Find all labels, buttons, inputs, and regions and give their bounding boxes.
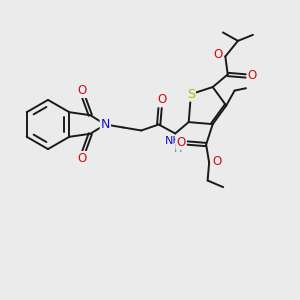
Text: O: O [78,84,87,97]
Text: O: O [176,136,186,149]
Text: O: O [213,49,223,62]
Text: O: O [157,93,166,106]
Text: O: O [212,155,221,168]
Text: NH: NH [165,136,182,146]
Text: H: H [174,144,182,154]
Text: O: O [248,70,257,83]
Text: S: S [187,88,195,100]
Text: N: N [100,118,110,131]
Text: O: O [78,152,87,165]
